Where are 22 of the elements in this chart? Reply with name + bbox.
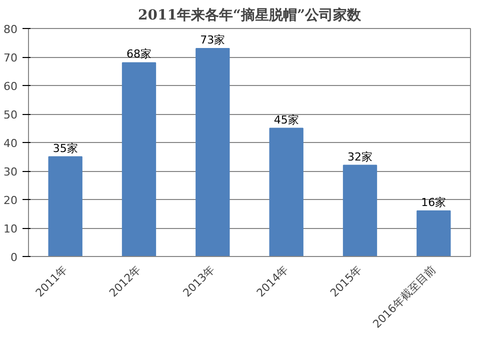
y-tick-label: 40 [4, 137, 18, 150]
y-tick-label: 50 [4, 108, 18, 122]
data-label: 35家 [52, 142, 78, 155]
bar [122, 62, 156, 256]
bar [269, 128, 304, 256]
y-tick-label: 10 [4, 222, 18, 236]
bar [342, 164, 378, 256]
data-label: 45家 [274, 113, 299, 126]
bar [48, 156, 82, 256]
y-tick-label: 80 [4, 23, 18, 36]
bar [196, 48, 230, 256]
data-label: 16家 [421, 196, 446, 209]
y-tick-label: 30 [4, 166, 18, 178]
y-tick-label: 60 [4, 80, 18, 93]
y-tick-label: 70 [4, 52, 18, 64]
y-tick-label: 20 [4, 194, 18, 207]
bar [416, 210, 451, 256]
data-label: 73家 [200, 33, 226, 46]
data-label: 32家 [348, 150, 372, 164]
chart-title: 2011年来各年“摘星脱帽”公司家数 [138, 6, 362, 24]
y-tick-label: 0 [10, 251, 18, 264]
data-label: 68家 [126, 48, 152, 61]
